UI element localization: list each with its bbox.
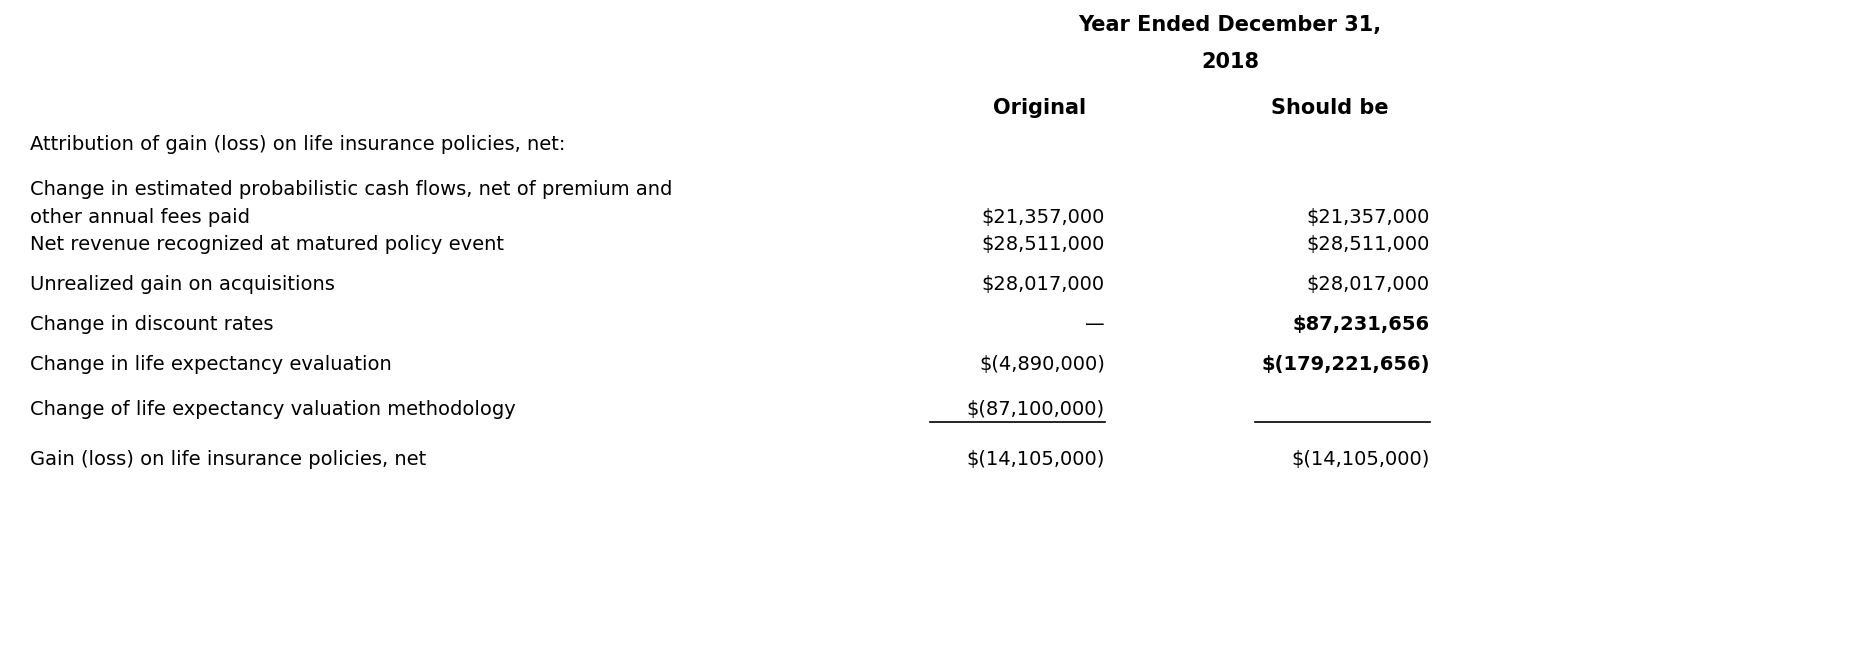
Text: $(179,221,656): $(179,221,656) bbox=[1261, 355, 1429, 374]
Text: $87,231,656: $87,231,656 bbox=[1292, 315, 1429, 334]
Text: $28,511,000: $28,511,000 bbox=[1307, 235, 1429, 254]
Text: Unrealized gain on acquisitions: Unrealized gain on acquisitions bbox=[30, 275, 336, 294]
Text: $21,357,000: $21,357,000 bbox=[1307, 208, 1429, 227]
Text: Change in discount rates: Change in discount rates bbox=[30, 315, 274, 334]
Text: $(14,105,000): $(14,105,000) bbox=[966, 450, 1105, 469]
Text: $28,017,000: $28,017,000 bbox=[1307, 275, 1429, 294]
Text: Change of life expectancy valuation methodology: Change of life expectancy valuation meth… bbox=[30, 400, 515, 419]
Text: $28,511,000: $28,511,000 bbox=[981, 235, 1105, 254]
Text: $(4,890,000): $(4,890,000) bbox=[979, 355, 1105, 374]
Text: —: — bbox=[1085, 315, 1105, 334]
Text: Gain (loss) on life insurance policies, net: Gain (loss) on life insurance policies, … bbox=[30, 450, 426, 469]
Text: Change in life expectancy evaluation: Change in life expectancy evaluation bbox=[30, 355, 391, 374]
Text: 2018: 2018 bbox=[1201, 52, 1259, 72]
Text: $28,017,000: $28,017,000 bbox=[983, 275, 1105, 294]
Text: other annual fees paid: other annual fees paid bbox=[30, 208, 250, 227]
Text: Net revenue recognized at matured policy event: Net revenue recognized at matured policy… bbox=[30, 235, 504, 254]
Text: $21,357,000: $21,357,000 bbox=[981, 208, 1105, 227]
Text: Original: Original bbox=[994, 98, 1086, 118]
Text: Attribution of gain (loss) on life insurance policies, net:: Attribution of gain (loss) on life insur… bbox=[30, 135, 565, 154]
Text: Should be: Should be bbox=[1272, 98, 1389, 118]
Text: $(14,105,000): $(14,105,000) bbox=[1292, 450, 1429, 469]
Text: Change in estimated probabilistic cash flows, net of premium and: Change in estimated probabilistic cash f… bbox=[30, 180, 673, 199]
Text: $(87,100,000): $(87,100,000) bbox=[968, 400, 1105, 419]
Text: Year Ended December 31,: Year Ended December 31, bbox=[1079, 15, 1381, 35]
